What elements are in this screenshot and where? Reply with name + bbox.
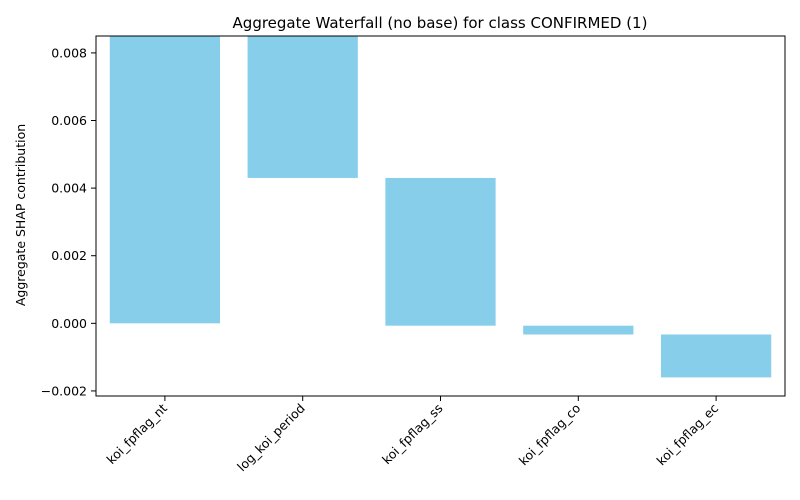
bars-group xyxy=(109,36,772,378)
y-tick-label: 0.006 xyxy=(51,113,87,128)
x-tick-label: koi_fpflag_ec xyxy=(653,400,721,468)
y-tick-label: 0.000 xyxy=(51,316,87,331)
y-tick-label: 0.002 xyxy=(51,248,87,263)
y-tick-label: −0.002 xyxy=(41,383,87,398)
x-tick-label: koi_fpflag_nt xyxy=(104,400,171,467)
y-tick-label: 0.004 xyxy=(51,181,87,196)
bar-log_koi_period xyxy=(247,36,358,178)
bar-koi_fpflag_ec xyxy=(660,334,772,378)
bar-koi_fpflag_nt xyxy=(109,36,221,324)
x-axis: koi_fpflag_nt log_koi_period koi_fpflag_ss… xyxy=(104,396,721,475)
x-tick-label: koi_fpflag_co xyxy=(516,401,584,469)
bar-koi_fpflag_co xyxy=(523,325,634,335)
x-tick-label: log_koi_period xyxy=(234,401,308,475)
y-axis: −0.002 0.000 0.002 0.004 0.006 0.008 xyxy=(41,45,96,398)
chart-title: Aggregate Waterfall (no base) for class … xyxy=(233,14,648,32)
y-axis-label: Aggregate SHAP contribution xyxy=(13,124,28,306)
bar-koi_fpflag_ss xyxy=(385,177,496,326)
y-tick-label: 0.008 xyxy=(51,45,87,60)
x-tick-label: koi_fpflag_ss xyxy=(379,401,446,468)
plot-frame xyxy=(95,35,786,397)
